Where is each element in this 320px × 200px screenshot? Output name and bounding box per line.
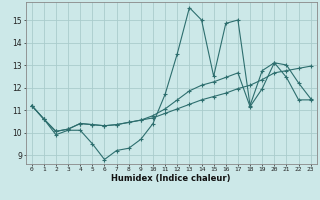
X-axis label: Humidex (Indice chaleur): Humidex (Indice chaleur)	[111, 174, 231, 183]
